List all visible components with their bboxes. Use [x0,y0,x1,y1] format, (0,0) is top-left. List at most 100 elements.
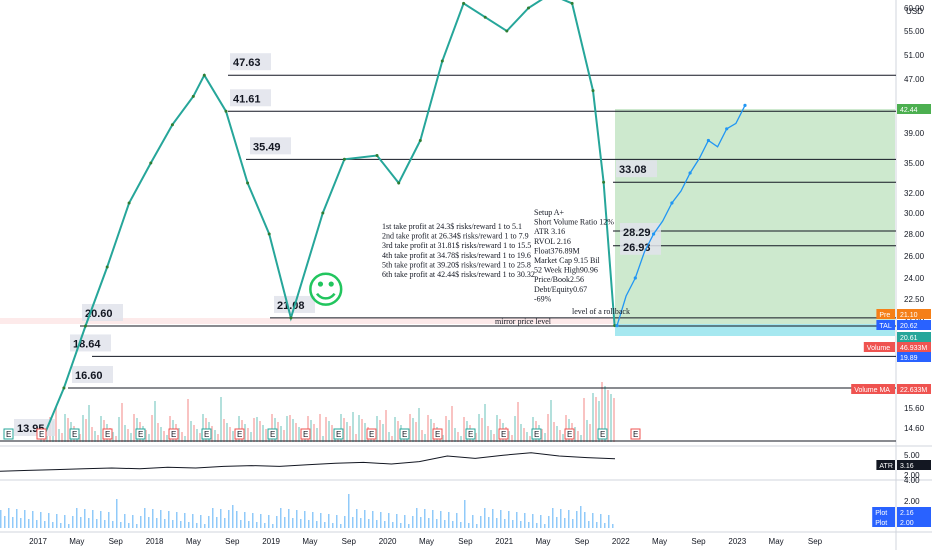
volume-bar [598,401,600,442]
plot-bar [52,522,54,528]
plot-bar [168,511,170,528]
plot-bar [228,510,230,528]
plot-bar [288,509,290,528]
volume-bar [529,436,531,442]
price-point [170,123,174,127]
earnings-label: E [534,430,539,439]
plot-bar [420,517,422,528]
rollback-annotation: level of a rollback [572,307,630,316]
plot-tick: 4.00 [904,476,920,485]
volume-bar [133,414,135,442]
volume-bar [277,422,279,442]
volume-bar [115,436,117,442]
price-line [42,0,616,439]
plot-bar [432,510,434,528]
plot-bar [332,523,334,528]
price-point [267,232,271,236]
volume-bar [178,428,180,442]
plot-bar [396,514,398,528]
volume-bar [154,401,156,442]
plot-bar [268,515,270,528]
earnings-icon [432,428,443,440]
price-tag-name-box [872,507,895,517]
volume-bar [484,404,486,442]
price-axis: 60.0055.0051.0047.0042.0039.0035.0032.00… [904,4,925,433]
time-tick: 2021 [495,537,513,546]
price-tick: 55.00 [904,27,925,36]
earnings-icon [366,428,377,440]
volume-bar [520,424,522,442]
plot-bar [492,509,494,528]
earnings-label: E [435,430,440,439]
plot-bar [504,519,506,528]
plot-bar [272,524,274,528]
plot-bar [452,521,454,528]
price-tag-box [897,352,931,362]
plot-bar [468,523,470,528]
volume-bar [379,420,381,442]
volume-bar [310,420,312,442]
plot-bar [68,524,70,528]
plot-bar [500,510,502,528]
price-tag-value: 2.00 [900,520,914,527]
volume-bar [319,414,321,442]
plot-bar [4,516,6,528]
level-label-box [620,237,661,255]
volume-bar [193,425,195,442]
plot-bar [296,510,298,528]
earnings-label: E [204,430,209,439]
plot-bar [188,522,190,528]
plot-bar [556,517,558,528]
projection-point [615,324,619,328]
plot-bar [248,521,250,528]
plot-bar [144,508,146,528]
volume-bar [424,434,426,442]
price-tag-value: 20.62 [900,323,918,330]
time-tick: 2018 [146,537,164,546]
volume-bar [451,406,453,442]
price-tags: Pre 21.10 TAL 20.62 20.61 Volume 46.933M 19.89 V… [851,104,931,527]
plot-bar [540,515,542,528]
note-line: 2nd take profit at 26.34$ risks/reward 1… [382,232,529,241]
price-tag-name-box [876,460,895,470]
note-line: Setup A+ [534,208,565,217]
volume-bar [250,432,252,442]
time-tick: May [652,537,667,546]
volume-bar [607,390,609,442]
plot-bar [336,515,338,528]
volume-bar [187,399,189,442]
plot-bar [368,519,370,528]
note-line: Market Cap 9.15 Bil [534,256,601,265]
volume-bar [223,419,225,442]
volume-bar [217,434,219,442]
plot-bar [324,522,326,528]
volume-bar [244,424,246,442]
earnings-label: E [600,430,605,439]
price-point [527,6,530,10]
volume-bar [445,416,447,442]
volume-bar [298,427,300,442]
time-tick: May [302,537,317,546]
price-tag-box [897,309,931,319]
level-label: 16.60 [75,370,103,382]
volume-bar [604,386,606,442]
price-tag-box [897,320,931,330]
earnings-icon [102,428,113,440]
price-tag-name-box [876,309,895,319]
volume-bar [199,433,201,442]
plot-bar [236,511,238,528]
volume-bar [352,412,354,442]
plot-bar [312,512,314,528]
plot-bar [56,514,58,528]
plot-bar [276,516,278,528]
earnings-icon [201,428,212,440]
price-tick: 28.00 [904,230,925,239]
price-tick: 35.00 [904,159,925,168]
plot-bar [520,521,522,528]
price-tick: 22.50 [904,295,925,304]
volume-bar [91,427,93,442]
projection-series [615,103,747,328]
volume-bar [541,429,543,442]
level-label-box [250,137,291,155]
